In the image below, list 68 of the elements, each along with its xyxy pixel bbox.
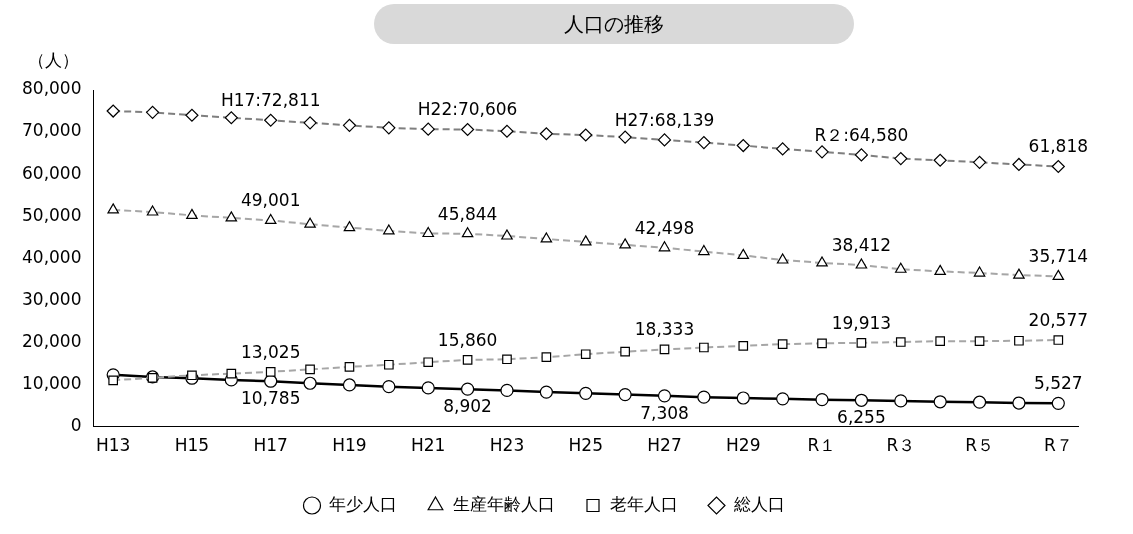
data-label: 13,025 [240, 341, 301, 362]
data-label: 38,412 [831, 234, 892, 255]
y-tick-label: 50,000 [22, 204, 82, 225]
x-tick-label: H13 [95, 435, 131, 456]
point [933, 395, 947, 409]
legend-label: 年少人口 [329, 493, 397, 514]
point [618, 388, 632, 402]
x-tick-label: H15 [174, 435, 210, 456]
point [461, 382, 475, 396]
data-label: 6,255 [837, 407, 886, 428]
y-tick-label: 80,000 [22, 78, 82, 99]
point [776, 392, 790, 406]
legend-label: 老年人口 [610, 493, 678, 514]
data-label: 7,308 [640, 402, 689, 423]
point [421, 381, 435, 395]
point [1012, 396, 1026, 410]
x-tick-label: H17 [253, 435, 288, 456]
point [500, 383, 514, 398]
y-tick-label: 0 [70, 415, 82, 436]
x-tick-label: H25 [568, 435, 603, 456]
point [342, 378, 357, 392]
data-label: 61,818 [1028, 136, 1089, 157]
data-label: R２:64,580 [814, 124, 909, 145]
x-tick-label: R３ [886, 435, 916, 456]
data-label: 20,577 [1028, 309, 1089, 330]
point [1051, 396, 1065, 410]
data-label: 19,913 [831, 312, 892, 333]
x-tick-label: R７ [1043, 435, 1073, 456]
data-label: H27:68,139 [614, 109, 715, 130]
data-label: H22:70,606 [417, 99, 518, 120]
data-label: 35,714 [1028, 246, 1089, 267]
point [579, 386, 593, 400]
data-label: 10,785 [240, 388, 301, 409]
y-tick-label: 40,000 [22, 246, 82, 267]
y-axis-title: （人） [28, 50, 79, 71]
legend-label: 生産年齢人口 [452, 493, 555, 514]
x-tick-label: R５ [965, 435, 994, 456]
y-tick-label: 60,000 [22, 162, 82, 183]
x-tick-label: H23 [489, 435, 525, 456]
y-tick-label: 70,000 [22, 120, 82, 141]
x-tick-label: H29 [726, 435, 761, 456]
point [539, 385, 553, 399]
data-label: 8,902 [443, 396, 492, 417]
data-label: 5,527 [1033, 373, 1083, 394]
point [736, 391, 750, 405]
y-tick-label: 30,000 [22, 288, 82, 309]
point [697, 390, 711, 404]
point [854, 393, 869, 407]
point [382, 380, 396, 394]
point [894, 394, 908, 408]
point [303, 376, 317, 390]
x-tick-label: R１ [807, 435, 837, 456]
y-tick-label: 20,000 [22, 330, 82, 351]
x-tick-label: H21 [411, 435, 446, 456]
point [815, 393, 829, 407]
data-label: 42,498 [634, 217, 695, 238]
data-label: H17:72,811 [220, 90, 321, 111]
data-label: 15,860 [437, 329, 498, 350]
x-tick-label: H19 [332, 435, 367, 456]
x-tick-label: H27 [647, 435, 682, 456]
point [657, 389, 672, 403]
data-label: 45,844 [437, 203, 498, 224]
y-tick-label: 10,000 [22, 372, 82, 393]
data-label: 18,333 [634, 319, 695, 340]
chart-title: 人口の推移 [374, 4, 854, 44]
data-label: 49,001 [240, 190, 301, 211]
legend-label: 総人口 [732, 493, 785, 514]
point [972, 395, 987, 409]
